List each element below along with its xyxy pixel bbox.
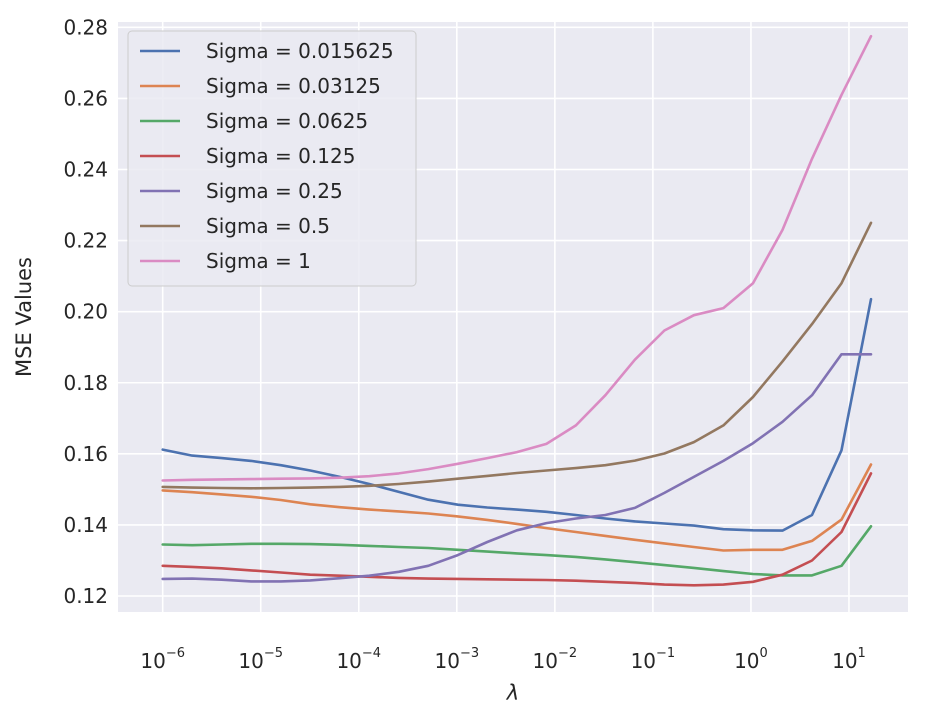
series-line-3 — [161, 472, 873, 587]
y-tick-label: 0.20 — [63, 300, 108, 324]
x-tick-base: 10 — [336, 649, 361, 673]
x-tick-labels: 10−6 10−5 10−4 10−3 10−2 10−1 100 101 — [140, 646, 865, 673]
series-line-6 — [161, 34, 873, 482]
x-axis-label: λ — [506, 681, 519, 705]
series-line-4 — [161, 352, 873, 583]
y-tick-labels: 0.12 0.14 0.16 0.18 0.20 0.22 0.24 0.26 0.28 — [63, 15, 108, 608]
legend-label-0: Sigma = 0.015625 — [206, 39, 394, 63]
x-tick-exponent: −3 — [460, 646, 479, 661]
series-lines — [161, 34, 873, 587]
y-axis-label: MSE Values — [12, 257, 36, 377]
x-tick-base: 10 — [832, 649, 857, 673]
x-tick-base: 10 — [533, 649, 558, 673]
legend-label-2: Sigma = 0.0625 — [206, 109, 368, 133]
x-tick-exponent: 1 — [858, 646, 866, 661]
series-line-0 — [161, 297, 873, 532]
x-tick-label: 10−5 — [238, 646, 283, 673]
x-tick-label: 10−4 — [336, 646, 381, 673]
legend: Sigma = 0.015625 Sigma = 0.03125 Sigma = 0… — [127, 30, 417, 287]
legend-label-1: Sigma = 0.03125 — [206, 74, 381, 98]
y-tick-label: 0.22 — [63, 229, 108, 253]
x-tick-exponent: −6 — [166, 646, 185, 661]
y-tick-label: 0.16 — [63, 442, 108, 466]
x-tick-exponent: −5 — [264, 646, 283, 661]
y-tick-label: 0.12 — [63, 584, 108, 608]
y-tick-label: 0.28 — [63, 15, 108, 39]
series-line-2 — [161, 524, 873, 577]
x-tick-label: 10−2 — [533, 646, 578, 673]
y-tick-label: 0.18 — [63, 371, 108, 395]
y-tick-label: 0.14 — [63, 513, 108, 537]
x-tick-exponent: −1 — [656, 646, 675, 661]
legend-label-6: Sigma = 1 — [206, 249, 311, 273]
x-tick-label: 101 — [832, 646, 866, 673]
y-tick-label: 0.26 — [63, 86, 108, 110]
legend-label-4: Sigma = 0.25 — [206, 179, 343, 203]
x-tick-base: 10 — [631, 649, 656, 673]
legend-box — [127, 30, 417, 287]
x-tick-exponent: −2 — [558, 646, 577, 661]
series-line-1 — [161, 463, 873, 552]
x-tick-base: 10 — [734, 649, 759, 673]
series-line-5 — [161, 221, 873, 490]
y-tick-label: 0.24 — [63, 158, 108, 182]
x-tick-label: 100 — [734, 646, 768, 673]
legend-label-3: Sigma = 0.125 — [206, 144, 355, 168]
x-tick-base: 10 — [435, 649, 460, 673]
x-tick-label: 10−3 — [435, 646, 480, 673]
x-tick-base: 10 — [140, 649, 165, 673]
x-tick-label: 10−6 — [140, 646, 185, 673]
x-tick-label: 10−1 — [631, 646, 676, 673]
x-tick-exponent: 0 — [760, 646, 768, 661]
x-tick-base: 10 — [238, 649, 263, 673]
x-tick-exponent: −4 — [362, 646, 381, 661]
legend-label-5: Sigma = 0.5 — [206, 214, 330, 238]
